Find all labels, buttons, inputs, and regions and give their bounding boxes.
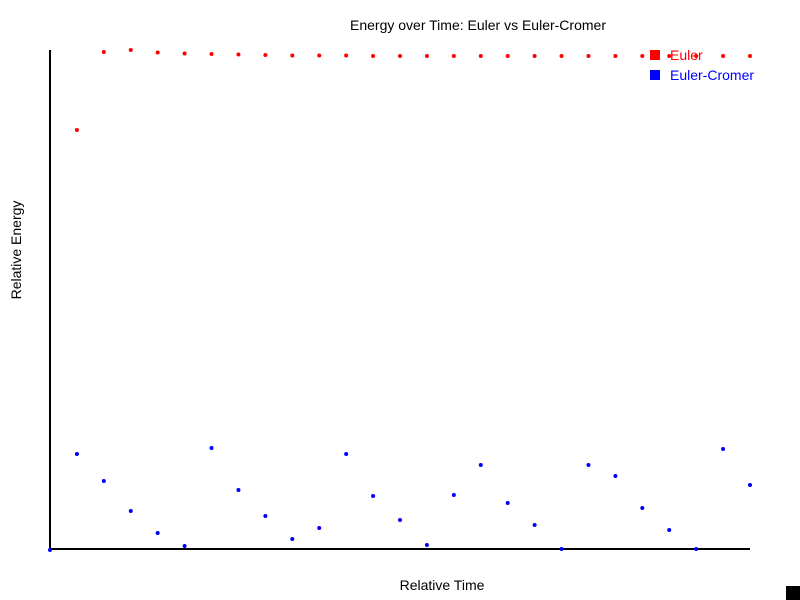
euler-point <box>532 54 537 58</box>
euler-point <box>559 54 564 58</box>
legend-label-euler: Euler <box>670 47 703 63</box>
euler-series <box>74 48 752 132</box>
euler-cromer-point <box>505 501 510 505</box>
euler-point <box>721 54 726 58</box>
euler-point <box>505 54 510 58</box>
euler-cromer-point <box>371 494 376 498</box>
euler-point <box>451 54 456 58</box>
euler-point <box>317 53 322 58</box>
chart-title: Energy over Time: Euler vs Euler-Cromer <box>350 17 606 33</box>
euler-cromer-point <box>128 509 133 513</box>
euler-cromer-point <box>667 528 672 532</box>
euler-point <box>640 54 645 58</box>
euler-point <box>101 50 106 54</box>
euler-point <box>290 53 295 58</box>
euler-cromer-point <box>48 548 52 552</box>
legend-swatch-euler <box>650 50 660 60</box>
euler-cromer-series <box>48 446 752 552</box>
euler-cromer-point <box>559 547 564 551</box>
euler-cromer-point <box>182 544 187 548</box>
euler-cromer-point <box>640 506 645 510</box>
euler-point <box>694 54 699 58</box>
euler-point <box>478 54 483 58</box>
euler-cromer-point <box>263 514 268 518</box>
y-axis-label: Relative Energy <box>8 201 24 300</box>
euler-cromer-point <box>586 463 591 467</box>
euler-point <box>586 54 591 58</box>
euler-cromer-point <box>451 493 456 497</box>
euler-cromer-point <box>478 463 483 467</box>
euler-cromer-point <box>155 531 160 535</box>
euler-point <box>748 54 752 58</box>
euler-point <box>74 128 79 132</box>
euler-cromer-point <box>101 479 106 483</box>
euler-cromer-point <box>613 474 618 478</box>
euler-cromer-point <box>290 537 295 541</box>
euler-point <box>236 52 241 57</box>
legend-swatch-euler-cromer <box>650 70 660 80</box>
euler-point <box>667 54 672 58</box>
euler-cromer-point <box>424 543 429 547</box>
euler-cromer-point <box>748 483 752 487</box>
euler-point <box>128 48 133 52</box>
legend-label-euler-cromer: Euler-Cromer <box>670 67 754 83</box>
euler-cromer-point <box>236 488 241 492</box>
euler-point <box>182 51 187 56</box>
euler-point <box>344 53 349 58</box>
euler-point <box>209 52 214 56</box>
legend: Euler Euler-Cromer <box>650 47 754 83</box>
euler-cromer-point <box>209 446 214 450</box>
euler-cromer-point <box>344 452 349 456</box>
corner-block <box>786 586 800 600</box>
euler-cromer-point <box>74 452 79 456</box>
euler-point <box>263 53 268 57</box>
euler-point <box>424 54 429 58</box>
euler-point <box>613 54 618 58</box>
euler-cromer-point <box>317 526 322 530</box>
euler-cromer-point <box>694 547 699 551</box>
euler-cromer-point <box>721 447 726 451</box>
euler-point <box>371 54 376 58</box>
euler-point <box>398 54 402 58</box>
euler-point <box>155 50 160 55</box>
x-axis-label: Relative Time <box>400 577 485 593</box>
euler-cromer-point <box>532 523 537 527</box>
euler-cromer-point <box>398 518 402 522</box>
